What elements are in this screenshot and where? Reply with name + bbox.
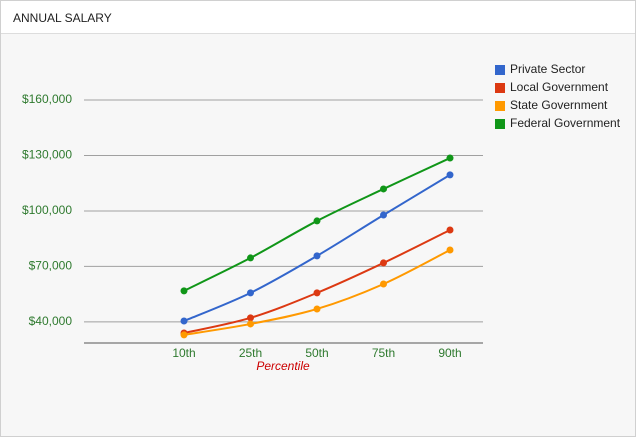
data-point xyxy=(247,289,254,297)
data-point xyxy=(247,254,254,262)
x-tick-label: 90th xyxy=(438,346,461,360)
data-point xyxy=(313,289,321,297)
data-point xyxy=(313,217,321,225)
data-point xyxy=(247,314,254,322)
y-tick-label: $100,000 xyxy=(22,203,72,217)
data-point xyxy=(313,252,321,260)
data-point xyxy=(380,185,387,193)
legend-label: Local Government xyxy=(510,80,609,94)
data-point xyxy=(180,287,188,295)
panel-title: ANNUAL SALARY xyxy=(1,1,635,34)
data-point xyxy=(446,246,454,254)
data-point xyxy=(380,211,387,219)
data-point xyxy=(446,154,454,162)
data-point xyxy=(380,259,387,267)
x-tick-label: 75th xyxy=(372,346,395,360)
data-point xyxy=(180,331,188,339)
series-line xyxy=(183,229,451,334)
legend-label: Federal Government xyxy=(510,116,621,130)
legend-swatch xyxy=(495,83,505,93)
legend-swatch xyxy=(495,119,505,129)
legend-swatch xyxy=(495,65,505,75)
data-point xyxy=(313,305,321,313)
series-line xyxy=(183,174,451,322)
legend-swatch xyxy=(495,101,505,111)
data-point xyxy=(446,226,454,234)
legend-label: State Government xyxy=(510,98,608,112)
y-tick-label: $130,000 xyxy=(22,148,72,162)
y-tick-label: $70,000 xyxy=(29,259,73,273)
y-tick-label: $40,000 xyxy=(29,314,73,328)
y-tick-label: $160,000 xyxy=(22,92,72,106)
data-point xyxy=(446,171,454,179)
x-tick-label: 10th xyxy=(172,346,195,360)
data-point xyxy=(180,317,188,325)
data-point xyxy=(247,320,254,328)
data-point xyxy=(380,280,387,288)
legend-label: Private Sector xyxy=(510,62,585,76)
x-tick-label: 50th xyxy=(305,346,328,360)
x-axis-label: Percentile xyxy=(256,359,310,373)
x-tick-label: 25th xyxy=(239,346,262,360)
